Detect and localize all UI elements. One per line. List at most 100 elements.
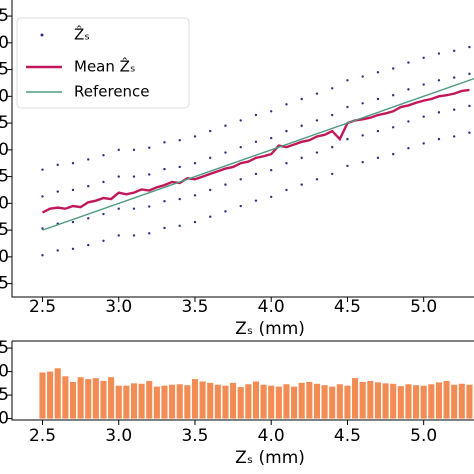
bar [123, 385, 130, 419]
bar [458, 383, 465, 419]
scatter-point [117, 234, 120, 237]
scatter-point [87, 217, 90, 220]
bar [108, 377, 115, 419]
x-tick-label: 2.5 [29, 297, 56, 317]
scatter-point [239, 119, 242, 122]
scatter-point [163, 167, 166, 171]
bar [321, 385, 328, 419]
scatter-point [193, 194, 197, 197]
scatter-point [239, 145, 242, 149]
scatter-point [422, 142, 425, 145]
bar [291, 386, 298, 419]
x-tick-label: 3.0 [105, 297, 132, 317]
scatter-point [391, 94, 395, 97]
scatter-point [71, 162, 75, 165]
scatter-point [239, 178, 242, 181]
scatter-point [178, 197, 181, 201]
bar [435, 382, 442, 419]
scatter-point [376, 156, 380, 160]
x-tick-label: 2.5 [29, 426, 56, 446]
bar [85, 379, 92, 419]
scatter-point [452, 108, 456, 111]
bar [283, 384, 290, 419]
scatter-point [178, 139, 181, 142]
scatter-point [132, 207, 136, 210]
scatter-point [468, 72, 471, 76]
scatter-point [41, 254, 44, 257]
scatter-point [330, 113, 334, 117]
y-tick-label: 0.5 [0, 385, 9, 405]
legend-label: Mean Ẑₛ [74, 57, 136, 76]
scatter-point [437, 137, 441, 141]
scatter-point [224, 124, 227, 127]
y-tick-label: 1.5 [0, 338, 9, 358]
x-tick-label: 5.0 [410, 426, 437, 446]
scatter-point [452, 135, 456, 138]
bar [54, 368, 61, 419]
bar [306, 381, 313, 419]
bar [169, 384, 176, 419]
bar [230, 382, 237, 419]
bar [161, 385, 168, 419]
bar [146, 380, 153, 419]
mean-line [41, 88, 470, 214]
scatter-point [468, 131, 471, 134]
scatter-point [209, 156, 212, 160]
scatter-point [224, 183, 227, 186]
scatter-point [361, 75, 364, 78]
bar [413, 385, 420, 419]
y-tick-label: 6.0 [0, 33, 9, 53]
scatter-point [117, 207, 120, 210]
bar [237, 387, 244, 419]
bar [313, 383, 320, 419]
scatter-point [71, 188, 75, 192]
legend-label: Ẑₛ [74, 25, 90, 44]
bar [252, 381, 260, 419]
scatter-point [239, 204, 242, 208]
bar [100, 380, 107, 419]
scatter-point [452, 76, 456, 79]
y-tick-label: 4.0 [0, 140, 9, 160]
bar [138, 383, 145, 419]
scatter-point [209, 129, 212, 133]
bar [390, 383, 397, 419]
scatter-point [41, 168, 44, 171]
bar [39, 372, 46, 419]
bar [367, 380, 374, 419]
bar [374, 382, 381, 419]
scatter-point [330, 87, 334, 90]
scatter-point [330, 145, 334, 149]
bar [397, 386, 404, 419]
axes-frame [11, 340, 474, 421]
bar [153, 386, 160, 419]
scatter-point [102, 239, 105, 243]
scatter-point [178, 224, 181, 228]
scatter-point [41, 195, 44, 198]
scatter-point [361, 134, 364, 137]
x-tick-label: 3.0 [105, 426, 132, 446]
y-tick-label: 6.5 [0, 6, 9, 26]
scatter-point [407, 61, 410, 64]
y-tick-label: 1.5 [0, 274, 9, 294]
bar [69, 381, 77, 419]
scatter-point [468, 45, 471, 49]
bar [199, 381, 206, 419]
scatter-point [56, 190, 59, 193]
scatter-point [132, 148, 136, 152]
x-tick-label: 3.5 [181, 426, 208, 446]
scatter-point [117, 175, 120, 178]
legend-label: Reference [74, 83, 150, 101]
scatter-point [193, 135, 197, 138]
scatter-point [224, 210, 227, 213]
bar-panel: 0.0 0.5 1.0 1.5 2.5 3.0 3.5 4.0 4.5 5.0 Zₛ (mm) [0, 338, 474, 468]
bar [443, 380, 450, 419]
y-tick-label: 1.0 [0, 362, 9, 382]
scatter-point [117, 148, 120, 152]
bar [176, 384, 183, 419]
scatter-point [163, 141, 166, 144]
bar [62, 376, 69, 419]
x-tick-label: 3.5 [181, 297, 208, 317]
scatter-point [300, 124, 303, 127]
